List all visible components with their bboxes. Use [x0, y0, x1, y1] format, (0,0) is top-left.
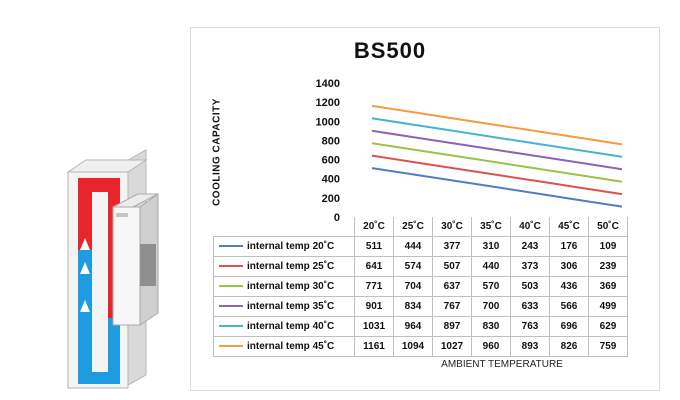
data-cell: 243: [510, 236, 550, 257]
data-cell: 444: [393, 236, 433, 257]
legend-label: internal temp 30˚C: [247, 281, 335, 292]
data-cell: 1161: [354, 336, 394, 357]
legend-label: internal temp 25˚C: [247, 261, 335, 272]
data-cell: 759: [588, 336, 628, 357]
data-cell: 306: [549, 256, 589, 277]
data-cell: 826: [549, 336, 589, 357]
legend-entry: internal temp 45˚C: [213, 336, 355, 357]
data-cell: 830: [471, 316, 511, 337]
data-table-header: 20˚C 25˚C 30˚C 35˚C 40˚C 45˚C 50˚C: [214, 217, 628, 237]
data-cell: 176: [549, 236, 589, 257]
data-cell: 373: [510, 256, 550, 277]
data-cell: 700: [471, 296, 511, 317]
chart-title: BS500: [353, 38, 427, 63]
table-row: internal temp 25˚C 641 574 507 440 373 306 239: [213, 256, 628, 277]
data-cell: 1027: [432, 336, 472, 357]
x-tick-label: 50˚C: [588, 217, 628, 237]
data-cell: 239: [588, 256, 628, 277]
y-tick-label: 400: [322, 174, 340, 186]
data-cell: 696: [549, 316, 589, 337]
data-cell: 1094: [393, 336, 433, 357]
data-table-corner: [214, 217, 355, 237]
table-row: internal temp 40˚C 1031 964 897 830 763 696 629: [213, 316, 628, 337]
x-tick-label: 20˚C: [354, 217, 394, 237]
series-line-2: [371, 142, 623, 183]
legend-entry: internal temp 25˚C: [213, 256, 355, 277]
data-cell: 566: [549, 296, 589, 317]
y-tick-label: 1200: [316, 97, 340, 109]
table-row: internal temp 35˚C 901 834 767 700 633 566 499: [213, 296, 628, 317]
y-tick-label: 800: [322, 135, 340, 147]
data-cell: 511: [354, 236, 394, 257]
data-cell: 767: [432, 296, 472, 317]
x-tick-label: 30˚C: [432, 217, 472, 237]
data-cell: 377: [432, 236, 472, 257]
data-cell: 834: [393, 296, 433, 317]
data-cell: 633: [510, 296, 550, 317]
y-tick-label: 1000: [316, 116, 340, 128]
data-cell: 507: [432, 256, 472, 277]
legend-label: internal temp 20˚C: [247, 241, 335, 252]
legend-swatch: [219, 265, 243, 268]
data-table: 20˚C 25˚C 30˚C 35˚C 40˚C 45˚C 50˚C internal te…: [213, 217, 628, 357]
legend-swatch: [219, 285, 243, 288]
table-row: internal temp 45˚C 1161 1094 1027 960 893 826 7…: [213, 336, 628, 357]
x-tick-label: 45˚C: [549, 217, 589, 237]
data-cell: 637: [432, 276, 472, 297]
data-cell: 893: [510, 336, 550, 357]
data-cell: 109: [588, 236, 628, 257]
data-cell: 964: [393, 316, 433, 337]
data-cell: 570: [471, 276, 511, 297]
x-tick-label: 40˚C: [510, 217, 550, 237]
data-cell: 310: [471, 236, 511, 257]
data-cell: 641: [354, 256, 394, 277]
table-row: internal temp 30˚C 771 704 637 570 503 436 369: [213, 276, 628, 297]
x-tick-label: 35˚C: [471, 217, 511, 237]
legend-entry: internal temp 40˚C: [213, 316, 355, 337]
data-cell: 436: [549, 276, 589, 297]
data-cell: 704: [393, 276, 433, 297]
data-cell: 440: [471, 256, 511, 277]
legend-entry: internal temp 20˚C: [213, 236, 355, 257]
data-cell: 503: [510, 276, 550, 297]
y-tick-label: 1400: [316, 78, 340, 90]
data-cell: 897: [432, 316, 472, 337]
data-cell: 629: [588, 316, 628, 337]
data-cell: 574: [393, 256, 433, 277]
legend-label: internal temp 45˚C: [247, 341, 335, 352]
legend-entry: internal temp 35˚C: [213, 296, 355, 317]
series-line-5: [371, 104, 623, 146]
legend-swatch: [219, 325, 243, 328]
y-tick-label: 0: [334, 212, 340, 224]
x-axis-label: AMBIENT TEMPERATURE: [441, 359, 563, 370]
data-cell: 763: [510, 316, 550, 337]
thermoelectric-cooler-illustration: [66, 149, 159, 389]
y-tick-label: 200: [322, 193, 340, 205]
legend-swatch: [219, 305, 243, 308]
legend-swatch: [219, 245, 243, 248]
legend-label: internal temp 40˚C: [247, 321, 335, 332]
series-line-0: [371, 167, 623, 208]
series-line-4: [371, 117, 623, 158]
x-tick-label: 25˚C: [393, 217, 433, 237]
data-cell: 901: [354, 296, 394, 317]
data-cell: 771: [354, 276, 394, 297]
y-tick-label: 600: [322, 155, 340, 167]
data-cell: 1031: [354, 316, 394, 337]
table-row: internal temp 20˚C 511 444 377 310 243 176 109: [213, 236, 628, 257]
data-cell: 369: [588, 276, 628, 297]
legend-label: internal temp 35˚C: [247, 301, 335, 312]
legend-entry: internal temp 30˚C: [213, 276, 355, 297]
data-cell: 960: [471, 336, 511, 357]
series-line-3: [371, 129, 623, 171]
data-cell: 499: [588, 296, 628, 317]
series-line-1: [371, 154, 623, 196]
legend-swatch: [219, 345, 243, 348]
